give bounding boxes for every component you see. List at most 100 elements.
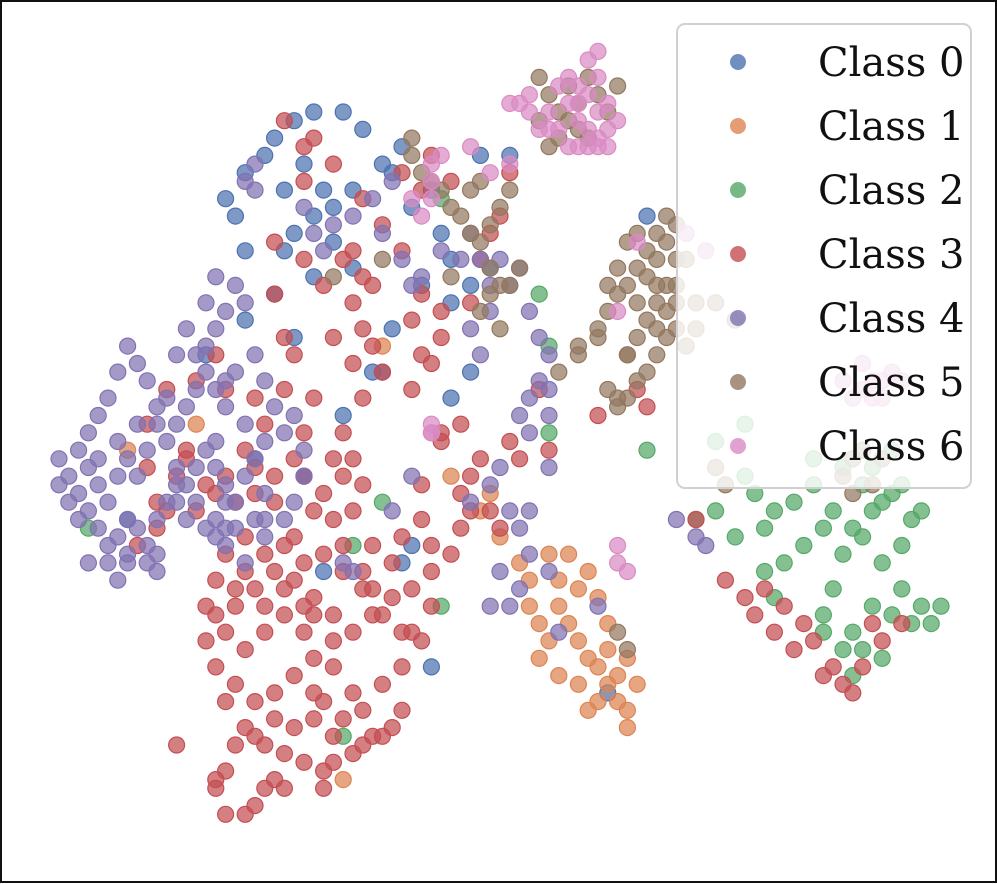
data-point: [344, 207, 362, 225]
data-point: [491, 198, 509, 216]
data-point: [510, 450, 529, 468]
data-point: [246, 346, 264, 364]
data-point: [187, 415, 205, 433]
data-point: [687, 510, 705, 529]
data-point: [785, 640, 803, 659]
data-point: [226, 276, 244, 294]
data-point: [638, 207, 656, 225]
data-point: [305, 502, 323, 520]
data-point: [266, 770, 284, 789]
data-point: [373, 606, 391, 624]
data-point: [520, 302, 539, 320]
data-point: [89, 406, 107, 425]
data-point: [618, 718, 637, 737]
data-point: [893, 536, 911, 555]
data-point: [148, 545, 166, 563]
data-point: [893, 614, 911, 633]
data-point: [177, 320, 195, 338]
data-point: [285, 493, 303, 511]
data-point: [608, 112, 627, 130]
data-point: [608, 623, 627, 641]
data-point: [491, 519, 509, 537]
data-point: [197, 597, 215, 615]
data-point: [295, 467, 313, 485]
data-point: [452, 250, 470, 268]
legend-marker: [730, 182, 746, 198]
data-point: [197, 632, 215, 650]
data-point: [275, 510, 293, 529]
data-point: [403, 129, 421, 147]
data-point: [50, 476, 68, 494]
data-point: [510, 580, 529, 598]
data-point: [638, 441, 656, 459]
data-point: [305, 103, 323, 121]
data-point: [540, 562, 558, 581]
data-point: [413, 510, 431, 529]
legend-label: Class 0: [818, 40, 964, 86]
data-point: [187, 380, 205, 399]
data-point: [275, 181, 293, 199]
data-point: [334, 536, 352, 555]
data-point: [530, 328, 548, 347]
data-point: [354, 320, 372, 338]
data-point: [207, 458, 225, 477]
data-point: [687, 528, 705, 546]
data-point: [148, 562, 166, 581]
data-point: [373, 675, 391, 693]
data-point: [893, 580, 911, 598]
data-point: [364, 337, 382, 355]
data-point: [393, 528, 411, 546]
data-point: [128, 519, 146, 537]
data-point: [89, 519, 107, 537]
data-point: [275, 424, 293, 442]
data-point: [824, 502, 842, 520]
data-point: [706, 502, 725, 520]
data-point: [60, 493, 78, 511]
data-point: [207, 320, 225, 338]
data-point: [334, 710, 352, 728]
data-point: [471, 346, 489, 364]
data-point: [422, 536, 440, 555]
data-point: [530, 120, 548, 138]
data-point: [628, 233, 646, 251]
data-point: [569, 94, 588, 113]
data-point: [168, 346, 186, 364]
data-point: [520, 103, 539, 121]
data-point: [226, 736, 244, 754]
data-point: [99, 554, 117, 572]
data-point: [481, 216, 499, 234]
data-point: [873, 649, 891, 667]
data-point: [295, 250, 313, 268]
data-point: [755, 519, 774, 537]
data-point: [775, 597, 793, 615]
data-point: [109, 528, 127, 546]
data-point: [324, 658, 342, 676]
data-point: [246, 796, 264, 815]
data-point: [795, 614, 813, 633]
data-point: [354, 389, 372, 407]
data-point: [295, 441, 313, 459]
data-point: [442, 467, 460, 485]
data-point: [530, 68, 548, 87]
data-point: [559, 545, 578, 563]
data-point: [569, 675, 588, 693]
data-point: [324, 155, 342, 173]
data-point: [217, 476, 235, 494]
data-point: [452, 415, 470, 433]
data-point: [344, 684, 362, 702]
data-point: [853, 640, 872, 659]
data-point: [295, 623, 313, 641]
data-point: [540, 138, 558, 156]
data-point: [305, 224, 323, 242]
data-point: [236, 467, 254, 485]
legend-label: Class 3: [818, 232, 964, 278]
data-point: [403, 190, 421, 208]
data-point: [432, 302, 450, 320]
data-point: [275, 112, 293, 130]
data-point: [755, 580, 774, 598]
data-point: [599, 276, 617, 294]
data-point: [197, 476, 215, 494]
data-point: [462, 320, 480, 338]
data-point: [422, 172, 440, 190]
data-point: [912, 502, 931, 520]
